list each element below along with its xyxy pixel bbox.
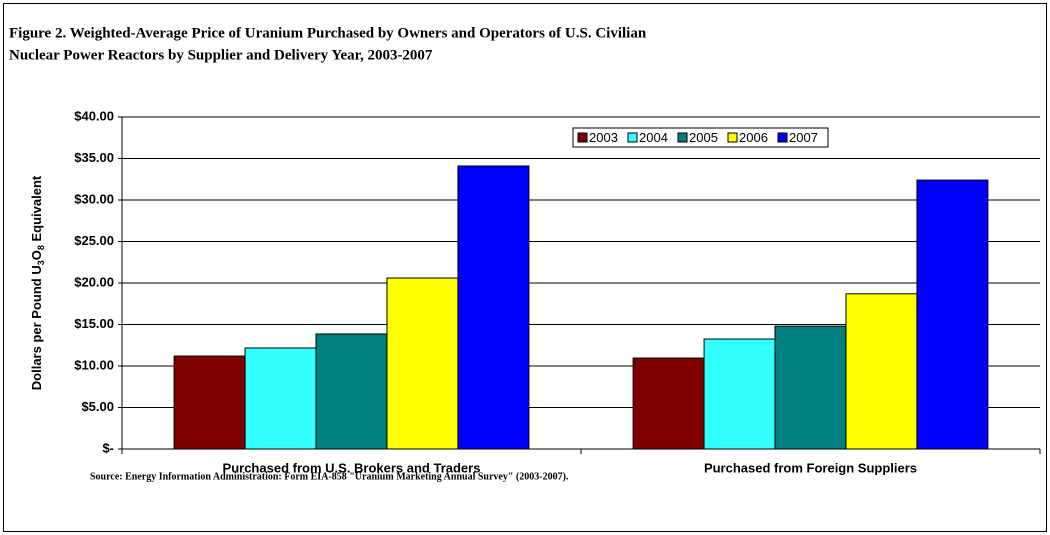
y-axis-label: Dollars per Pound U3O8 Equivalent bbox=[29, 175, 46, 390]
bar bbox=[315, 333, 388, 450]
y-tick-label: $5.00 bbox=[81, 399, 114, 414]
bar bbox=[173, 355, 246, 450]
legend-label: 2007 bbox=[789, 130, 818, 145]
y-tick-label: $35.00 bbox=[74, 150, 114, 165]
source-note: Source: Energy Information Administratio… bbox=[90, 471, 569, 482]
legend-swatch bbox=[727, 132, 738, 143]
y-axis-label-part: 8 bbox=[36, 245, 46, 250]
bar bbox=[632, 357, 705, 450]
y-tick-label: $25.00 bbox=[74, 233, 114, 248]
y-tick-label: $15.00 bbox=[74, 316, 114, 331]
bar bbox=[845, 293, 918, 450]
bar bbox=[244, 347, 317, 450]
legend-swatch bbox=[777, 132, 788, 143]
legend-label: 2004 bbox=[639, 130, 668, 145]
y-tick-label: $10.00 bbox=[74, 357, 114, 372]
x-tick-label: Purchased from Foreign Suppliers bbox=[704, 460, 917, 475]
legend-swatch bbox=[677, 132, 688, 143]
y-axis-label-part: 3 bbox=[36, 260, 46, 265]
legend-label: 2005 bbox=[689, 130, 718, 145]
y-axis-label-part: Equivalent bbox=[29, 175, 44, 245]
legend-label: 2003 bbox=[589, 130, 618, 145]
bar bbox=[386, 277, 459, 450]
y-tick-label: $40.00 bbox=[74, 108, 114, 123]
bar bbox=[703, 338, 776, 450]
y-tick-label: $30.00 bbox=[74, 191, 114, 206]
bar bbox=[916, 179, 989, 450]
y-axis-label-part: O bbox=[29, 250, 44, 260]
chart-title: Figure 2. Weighted-Average Price of Uran… bbox=[9, 25, 647, 41]
bar bbox=[457, 165, 530, 450]
legend-swatch bbox=[627, 132, 638, 143]
y-tick-label: $- bbox=[102, 440, 114, 455]
legend-swatch bbox=[577, 132, 588, 143]
y-axis-label-part: Dollars per Pound U bbox=[29, 265, 44, 390]
x-tick-label: Purchased from U.S. Brokers and Traders bbox=[223, 460, 481, 475]
bar bbox=[774, 325, 847, 450]
chart-title: Nuclear Power Reactors by Supplier and D… bbox=[9, 47, 433, 63]
legend-label: 2006 bbox=[739, 130, 768, 145]
y-tick-label: $20.00 bbox=[74, 274, 114, 289]
